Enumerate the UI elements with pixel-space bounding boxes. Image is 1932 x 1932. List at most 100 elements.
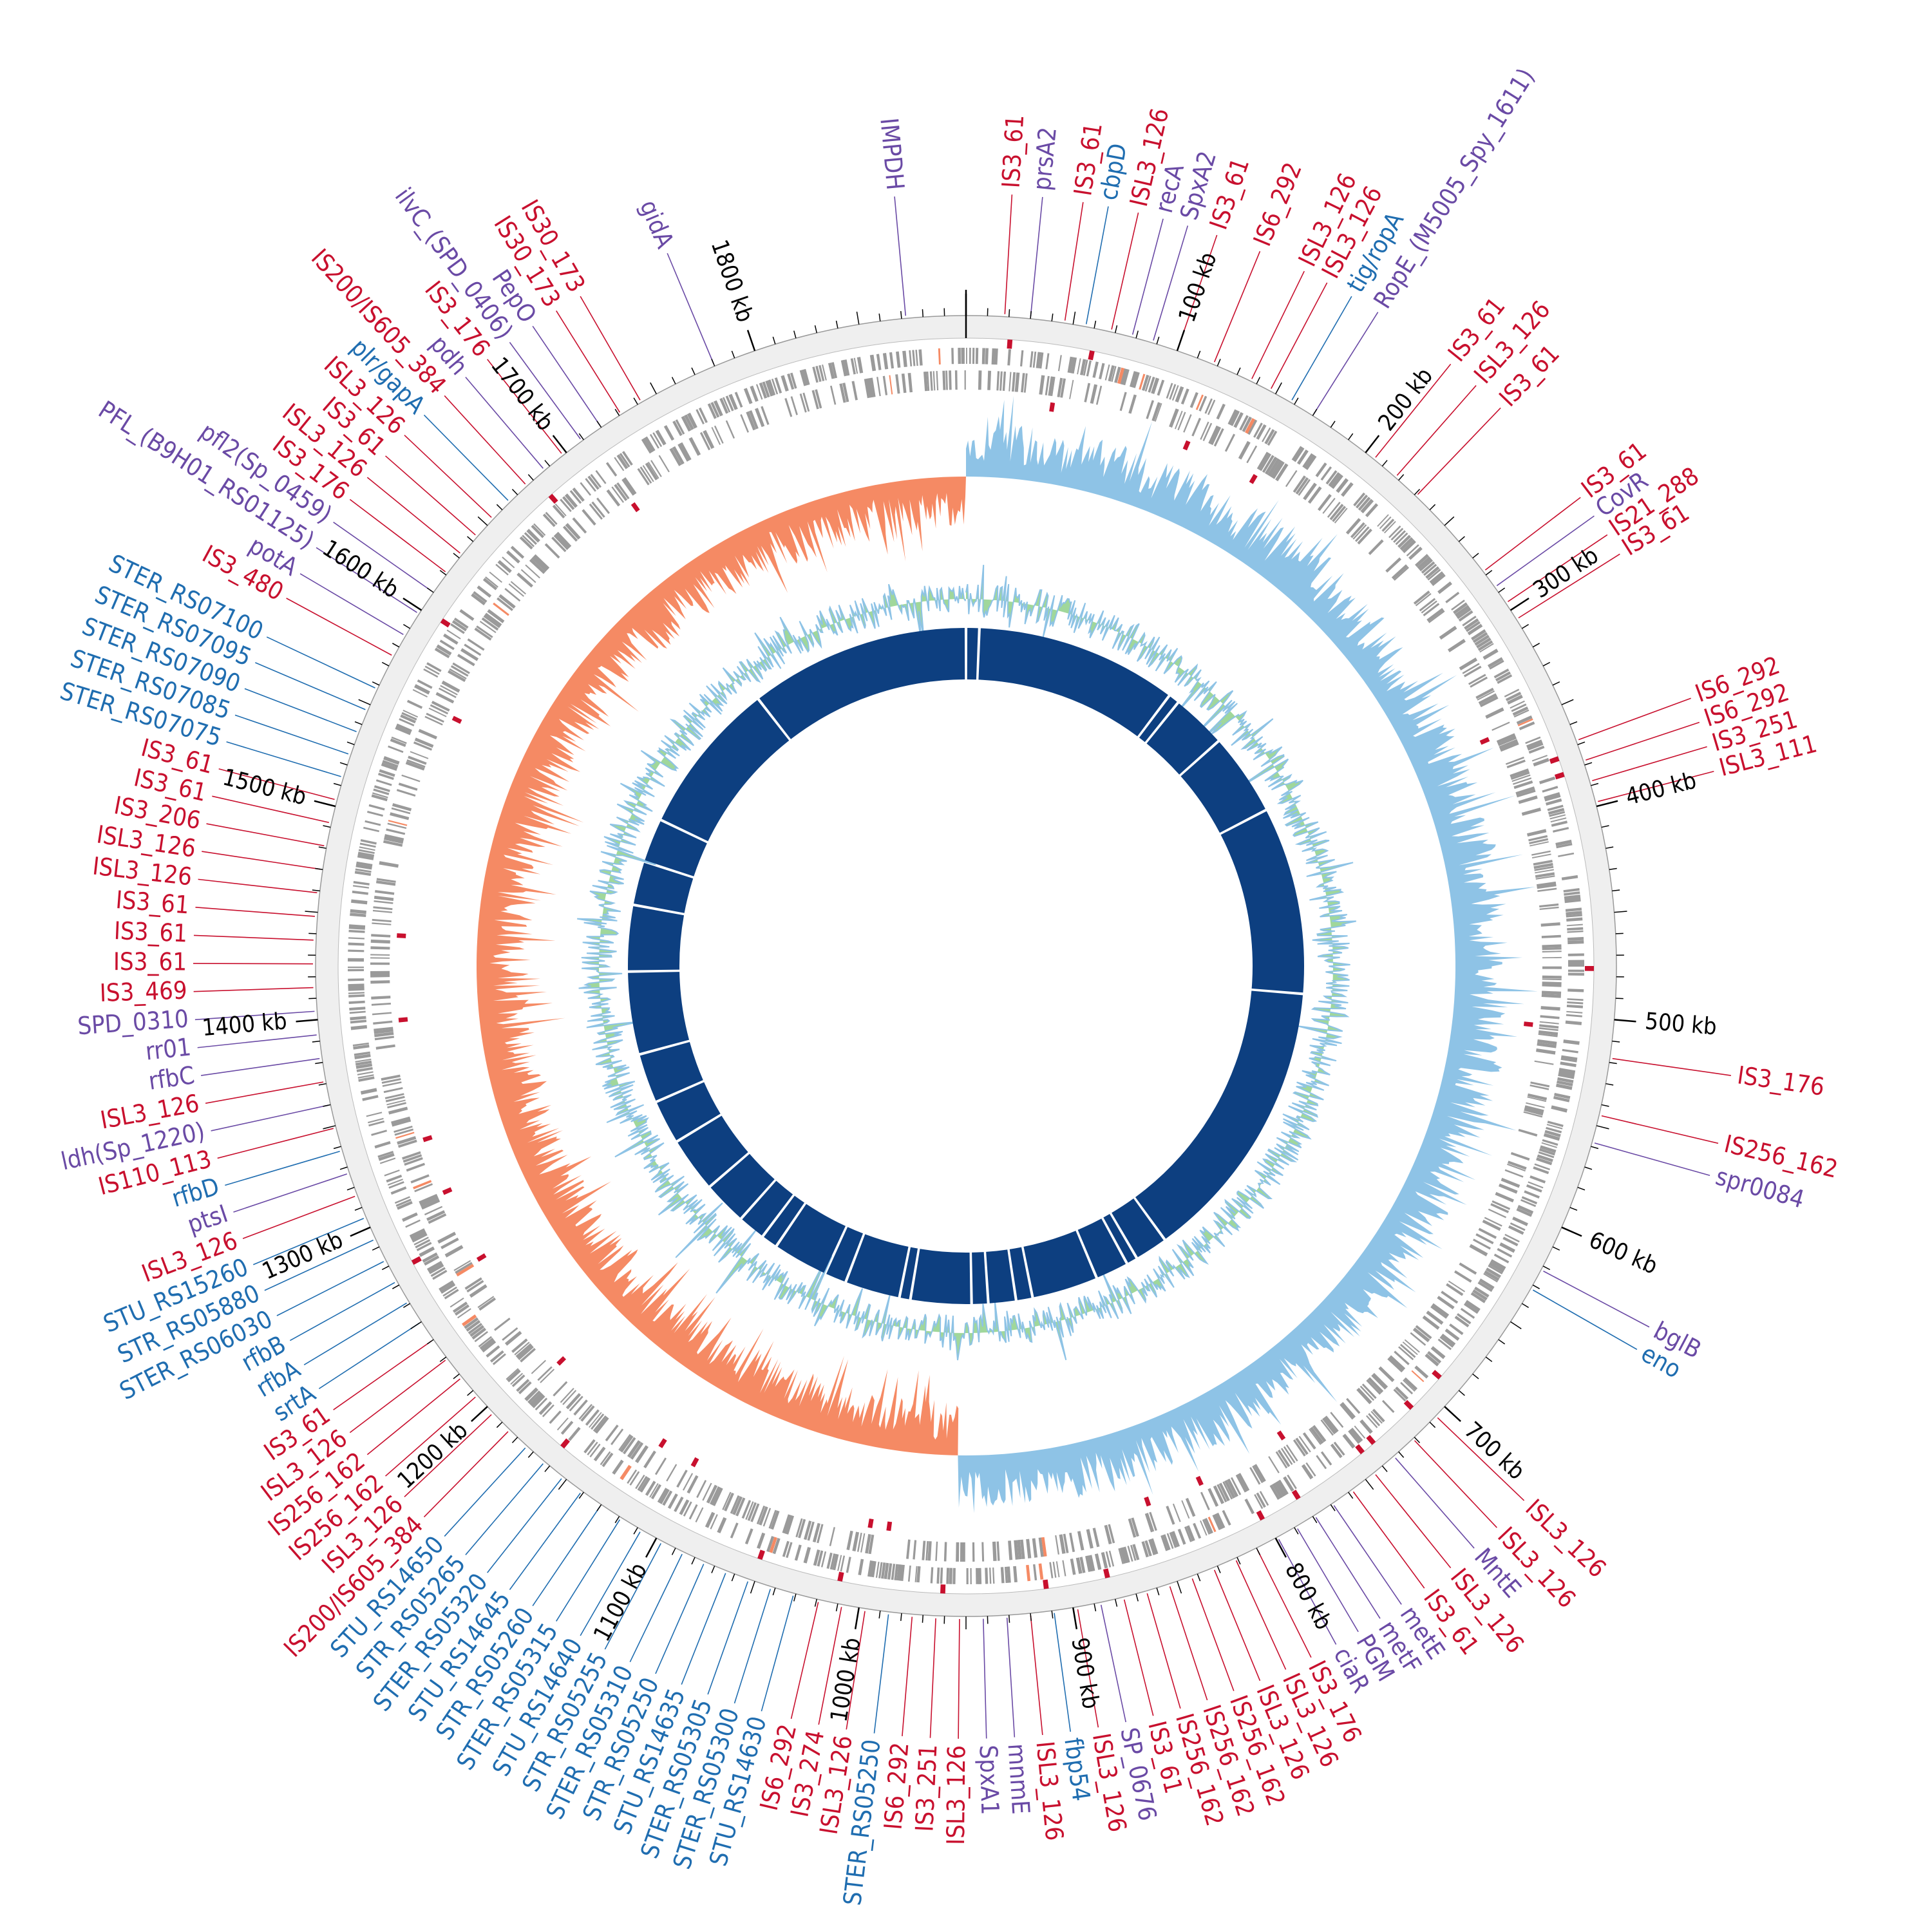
cds-feature	[370, 957, 390, 959]
cds-feature	[1075, 1557, 1083, 1574]
cds-feature	[1499, 739, 1519, 750]
cds-feature	[1511, 703, 1527, 712]
cds-feature	[1426, 607, 1444, 622]
cds-feature	[989, 1567, 992, 1584]
cds-feature	[580, 1405, 595, 1422]
ruler-tick	[1584, 1166, 1593, 1170]
cds-feature	[1212, 1513, 1222, 1530]
ruler-tick	[1414, 489, 1421, 495]
cds-feature	[353, 881, 370, 886]
cds-feature	[1200, 1492, 1210, 1511]
backbone-block	[978, 628, 1168, 737]
cds-feature	[654, 1457, 667, 1475]
cds-feature	[1528, 745, 1545, 754]
ruler-tick	[1609, 1062, 1617, 1065]
gene-label-connector	[1004, 194, 1013, 314]
ruler-tick	[671, 377, 676, 384]
cds-feature	[951, 348, 954, 365]
gene-label-connector	[1291, 296, 1352, 401]
cds-feature	[348, 969, 365, 972]
cds-feature	[1388, 526, 1401, 538]
cds-feature	[1534, 1163, 1550, 1171]
ruler-tick	[1365, 435, 1380, 453]
cds-feature	[961, 348, 965, 365]
ruler-tick	[1365, 1479, 1374, 1490]
backbone-block	[628, 972, 690, 1054]
cds-feature	[467, 638, 485, 651]
cds-feature	[1080, 359, 1086, 375]
gene-label-connector	[276, 1261, 384, 1316]
cds-feature	[533, 554, 550, 570]
gene-label-connector	[509, 342, 581, 440]
cds-feature	[1399, 537, 1414, 551]
ruler-tick	[1542, 1265, 1551, 1271]
cds-feature	[674, 1496, 684, 1512]
cds-feature	[1275, 463, 1289, 482]
cds-feature	[639, 1477, 651, 1493]
cds-feature	[831, 362, 838, 379]
ruler-tick	[354, 721, 363, 725]
gene-label: IS6_292	[1248, 158, 1307, 250]
ruler-tick	[1485, 570, 1493, 576]
cds-feature	[1302, 453, 1314, 469]
cds-feature	[370, 973, 390, 978]
cds-feature	[1446, 1283, 1464, 1296]
cds-feature	[961, 1542, 965, 1562]
mge-marker	[411, 1256, 422, 1265]
cds-feature	[1092, 361, 1099, 378]
gene-label-connector	[1085, 206, 1109, 325]
cds-feature	[354, 1051, 370, 1056]
cds-feature	[1504, 1233, 1520, 1243]
cds-feature	[1558, 1068, 1576, 1074]
cds-feature	[750, 385, 759, 402]
gene-label-connector	[217, 1128, 334, 1159]
cds-feature	[1471, 629, 1486, 641]
cds-feature	[418, 728, 437, 740]
cds-feature	[1285, 469, 1298, 488]
cds-feature	[372, 1012, 392, 1016]
cds-feature	[657, 1488, 667, 1503]
ruler-tick	[1615, 933, 1624, 934]
cds-feature	[1485, 707, 1504, 719]
cds-feature	[376, 878, 396, 883]
cds-feature	[437, 1231, 457, 1244]
cds-feature	[348, 983, 365, 988]
cds-feature	[476, 625, 493, 638]
cds-feature	[1486, 1267, 1501, 1278]
ruler-tick	[1498, 587, 1506, 593]
gene-label-connector	[1594, 1142, 1710, 1177]
cds-feature	[1127, 1546, 1133, 1562]
cds-feature	[394, 1196, 410, 1204]
cds-feature	[687, 1475, 699, 1494]
cds-feature	[1516, 789, 1536, 798]
cds-feature	[1086, 1529, 1094, 1549]
cds-feature	[914, 1566, 918, 1582]
cds-feature	[413, 1180, 432, 1189]
cds-feature	[487, 609, 505, 623]
cds-feature	[1456, 607, 1472, 620]
ruler-tick	[614, 408, 620, 416]
cds-feature	[417, 679, 433, 689]
cds-feature	[531, 1394, 545, 1408]
cds-feature	[402, 710, 419, 718]
gene-label: rfbC	[147, 1061, 196, 1095]
cds-feature	[485, 576, 498, 588]
cds-feature	[439, 1280, 454, 1291]
cds-feature	[450, 1297, 464, 1308]
cds-feature	[372, 909, 392, 913]
ruler-tick	[511, 489, 518, 495]
mge-marker	[1479, 737, 1490, 745]
ruler-tick	[922, 1615, 923, 1623]
cds-feature	[372, 918, 392, 922]
cds-feature	[902, 350, 907, 367]
cds-feature	[867, 377, 874, 398]
cds-feature	[627, 1469, 638, 1484]
cds-feature	[985, 1567, 989, 1584]
cds-feature	[544, 543, 560, 559]
cds-feature	[356, 861, 373, 867]
cds-feature	[1512, 1217, 1528, 1227]
cds-feature	[829, 385, 837, 405]
cds-feature	[502, 1327, 518, 1341]
ruler-tick	[1381, 1465, 1388, 1472]
cds-feature	[710, 1486, 721, 1505]
